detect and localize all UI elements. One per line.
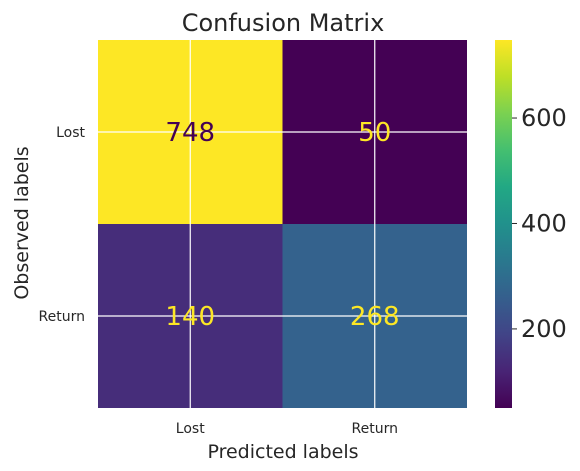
y-tick-label: Lost — [56, 125, 85, 141]
cell-value-label: 50 — [358, 118, 391, 148]
colorbar-ticks: 200 400 600 — [512, 104, 567, 343]
x-tick-label: Return — [352, 421, 398, 437]
heatmap-gridlines — [98, 40, 467, 408]
cell-value-label: 140 — [165, 302, 215, 332]
colorbar-tick-label: 400 — [521, 209, 567, 237]
colorbar-tick-label: 600 — [521, 104, 567, 132]
cell-value-label: 268 — [350, 302, 400, 332]
chart-title: Confusion Matrix — [182, 9, 385, 37]
x-tick-label: Lost — [176, 421, 205, 437]
colorbar-tick-label: 200 — [521, 315, 567, 343]
y-axis-ticks: Lost Return — [39, 125, 86, 325]
x-axis-ticks: Lost Return — [176, 421, 398, 437]
heatmap-cells — [98, 40, 467, 408]
cell-value-label: 748 — [165, 118, 215, 148]
heatmap-cell-labels: 748 50 140 268 — [165, 118, 399, 332]
y-tick-label: Return — [39, 309, 85, 325]
y-axis-label: Observed labels — [11, 146, 33, 299]
x-axis-label: Predicted labels — [207, 441, 358, 463]
colorbar — [495, 40, 512, 408]
